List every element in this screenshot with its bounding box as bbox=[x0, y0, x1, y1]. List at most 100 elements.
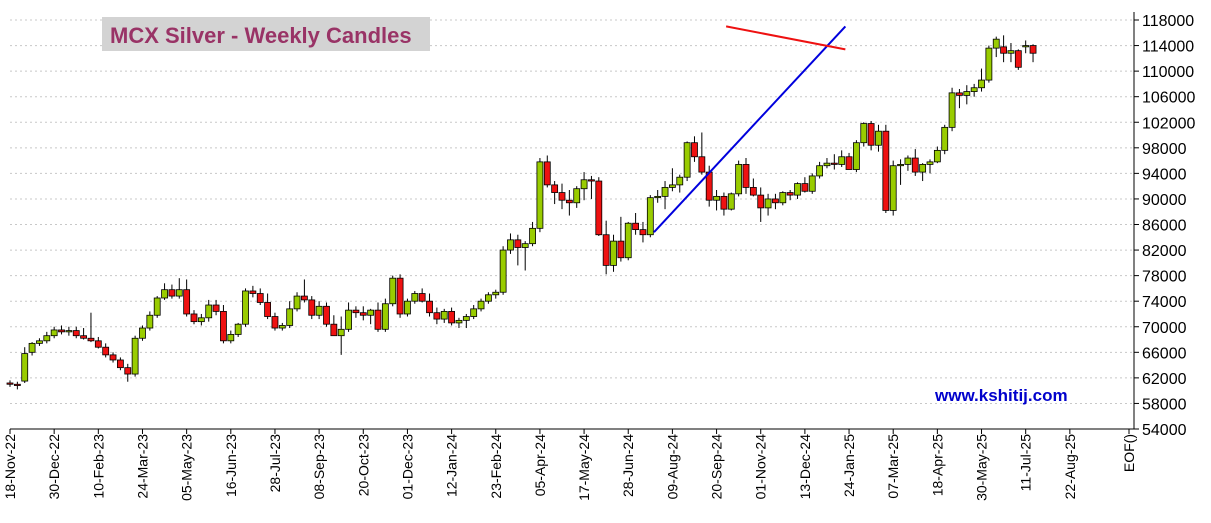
bearish-candle bbox=[13, 383, 21, 386]
bullish-candle bbox=[1022, 45, 1030, 48]
bullish-candle bbox=[197, 317, 205, 323]
x-tick-label: 20-Oct-23 bbox=[355, 434, 371, 496]
bearish-candle bbox=[801, 183, 809, 192]
bullish-candle bbox=[624, 222, 632, 259]
bearish-candle bbox=[212, 304, 220, 312]
x-tick-label: 18-Nov-22 bbox=[2, 434, 18, 500]
x-tick-label: 23-Feb-24 bbox=[488, 434, 504, 499]
bullish-candle bbox=[661, 187, 669, 197]
x-tick-label: 05-May-23 bbox=[179, 434, 195, 501]
bullish-candle bbox=[610, 240, 617, 266]
x-tick-label: 16-Jun-23 bbox=[223, 434, 239, 497]
candles bbox=[6, 35, 1037, 390]
bearish-candle bbox=[220, 311, 227, 342]
bullish-candle bbox=[65, 330, 73, 333]
y-tick-label: 118000 bbox=[1142, 13, 1194, 30]
bullish-candle bbox=[889, 165, 897, 211]
bullish-candle bbox=[948, 92, 956, 128]
bearish-candle bbox=[698, 156, 706, 173]
bullish-candle bbox=[646, 197, 654, 236]
bearish-candle bbox=[109, 354, 117, 361]
x-tick-label: 08-Sep-23 bbox=[311, 434, 327, 500]
bearish-candle bbox=[632, 222, 639, 231]
bullish-candle bbox=[779, 192, 787, 204]
bearish-candle bbox=[588, 179, 595, 182]
bullish-candle bbox=[345, 309, 352, 330]
bullish-candle bbox=[669, 184, 676, 188]
y-tick-label: 94000 bbox=[1142, 166, 1187, 183]
bearish-candle bbox=[168, 289, 176, 297]
bearish-candle bbox=[183, 289, 191, 315]
x-tick-label: 28-Jun-24 bbox=[620, 434, 636, 497]
bullish-candle bbox=[337, 328, 345, 337]
bullish-candle bbox=[507, 239, 514, 251]
x-tick-label: 22-Aug-25 bbox=[1062, 434, 1078, 500]
x-tick-label: 01-Nov-24 bbox=[753, 434, 769, 500]
bullish-candle bbox=[580, 179, 588, 190]
bullish-candle bbox=[492, 291, 500, 296]
bullish-candle bbox=[860, 123, 868, 144]
bearish-candle bbox=[396, 277, 404, 315]
x-tick-label: 13-Dec-24 bbox=[797, 434, 813, 500]
bearish-candle bbox=[271, 316, 279, 329]
gridlines bbox=[9, 19, 1139, 434]
bearish-candle bbox=[87, 337, 95, 342]
bullish-candle bbox=[477, 300, 485, 310]
bullish-candle bbox=[404, 300, 411, 315]
y-axis-tick-labels: 54000 58000 62000 66000 70000 74000 78000 82000… bbox=[1142, 13, 1195, 439]
chart-title: MCX Silver - Weekly Candles bbox=[110, 23, 412, 48]
bullish-candle bbox=[978, 79, 985, 89]
x-axis-tick-labels: 18-Nov-22 30-Dec-22 10-Feb-23 24-Mar-23 05-M… bbox=[2, 434, 1137, 501]
bullish-candle bbox=[529, 227, 536, 245]
x-tick-label: 10-Feb-23 bbox=[90, 434, 106, 499]
bearish-candle bbox=[551, 184, 559, 193]
y-tick-label: 106000 bbox=[1142, 90, 1195, 107]
bearish-candle bbox=[757, 194, 765, 209]
bullish-candle bbox=[823, 162, 831, 167]
x-tick-label: 18-Apr-25 bbox=[929, 434, 945, 496]
bearish-candle bbox=[786, 192, 794, 196]
bearish-candle bbox=[639, 229, 647, 236]
bullish-candle bbox=[521, 243, 529, 248]
bearish-candle bbox=[94, 340, 102, 348]
y-tick-label: 86000 bbox=[1142, 218, 1187, 235]
bearish-candle bbox=[1014, 50, 1022, 68]
bullish-candle bbox=[440, 311, 448, 320]
bearish-candle bbox=[720, 195, 728, 210]
bearish-candle bbox=[1029, 45, 1037, 54]
bullish-candle bbox=[278, 325, 286, 329]
resistance-trendline bbox=[725, 25, 846, 51]
bearish-candle bbox=[830, 162, 838, 165]
x-tick-label: EOF() bbox=[1121, 434, 1137, 472]
bullish-candle bbox=[941, 126, 949, 151]
bearish-candle bbox=[190, 313, 198, 323]
bearish-candle bbox=[845, 156, 853, 170]
bullish-candle bbox=[963, 91, 971, 96]
bullish-candle bbox=[713, 195, 720, 201]
bullish-candle bbox=[992, 38, 1000, 49]
bearish-candle bbox=[433, 312, 441, 320]
y-tick-label: 62000 bbox=[1142, 371, 1187, 388]
bullish-candle bbox=[315, 305, 323, 316]
bullish-candle bbox=[735, 164, 743, 195]
bullish-candle bbox=[470, 308, 478, 317]
y-tick-label: 114000 bbox=[1142, 39, 1194, 56]
y-tick-label: 102000 bbox=[1142, 115, 1195, 132]
bullish-candle bbox=[242, 290, 249, 325]
bearish-candle bbox=[565, 199, 573, 204]
bearish-candle bbox=[308, 299, 316, 316]
y-tick-label: 74000 bbox=[1142, 294, 1187, 311]
bearish-candle bbox=[102, 346, 110, 356]
bullish-candle bbox=[131, 337, 139, 375]
bullish-candle bbox=[234, 323, 242, 335]
bearish-candle bbox=[867, 123, 875, 146]
bullish-candle bbox=[897, 164, 904, 167]
bearish-candle bbox=[602, 234, 610, 266]
bullish-candle bbox=[838, 156, 846, 165]
bullish-candle bbox=[573, 188, 581, 204]
bearish-candle bbox=[6, 382, 14, 385]
bearish-candle bbox=[374, 309, 382, 330]
bullish-candle bbox=[381, 303, 389, 330]
bearish-candle bbox=[80, 335, 87, 339]
